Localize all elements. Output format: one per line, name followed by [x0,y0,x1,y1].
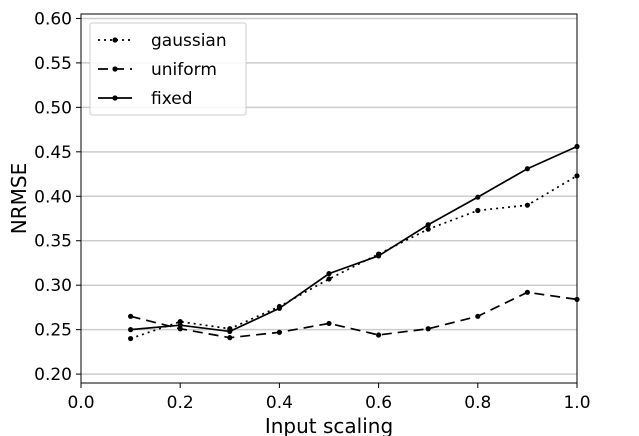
legend: gaussian uniform fixed [89,22,247,116]
legend-marker-fixed [112,95,118,101]
series-line-fixed [130,145,578,333]
data-point-uniform [376,332,382,338]
legend-marker-uniform [112,66,118,72]
data-point-fixed [475,194,481,200]
data-point-uniform [276,329,282,335]
data-point-uniform [524,289,531,295]
x-tick-label: 0.6 [365,393,392,413]
y-tick-label: 0.40 [34,187,72,207]
y-axis-title: NRMSE [7,163,31,234]
data-point-uniform [128,313,134,319]
y-tick-label: 0.60 [34,9,72,29]
data-point-uniform [177,326,183,332]
legend-marker-gaussian [112,37,118,43]
data-point-fixed [425,222,431,228]
data-point-gaussian [177,319,183,325]
series-line-uniform [130,291,578,339]
data-point-gaussian [425,226,431,232]
plot-frame [80,13,578,384]
data-point-uniform [326,320,332,327]
x-tick-label: 0.4 [266,393,293,413]
data-point-fixed [326,271,332,277]
y-tick-label: 0.55 [34,54,72,74]
data-point-uniform [227,335,233,341]
data-point-fixed [524,166,531,172]
axis-ticks: 0.20 0.25 0.30 0.35 0.40 0.45 0.50 0.55 0.60 0.0 0… [34,9,590,413]
x-axis-title: Input scaling [265,414,393,436]
data-point-fixed [227,328,233,335]
data-point-gaussian [524,202,531,208]
y-tick-label: 0.20 [34,365,72,385]
y-tick-label: 0.50 [34,98,72,118]
data-point-uniform [425,326,431,332]
data-point-fixed [276,305,282,311]
x-tick-label: 0.8 [464,393,491,413]
x-tick-label: 0.0 [67,393,94,413]
legend-label-gaussian: gaussian [151,31,227,51]
legend-box [89,22,247,116]
data-point-gaussian [128,335,134,342]
y-tick-label: 0.30 [34,276,72,296]
y-tick-label: 0.35 [34,232,72,252]
x-tick-label: 0.2 [167,393,194,413]
data-point-gaussian [475,207,481,214]
data-point-fixed [128,327,134,333]
data-point-fixed [376,253,382,259]
series-line-gaussian [130,175,578,340]
x-tick-label: 1.0 [563,393,590,413]
data-point-uniform [475,313,481,319]
series-layer [128,143,580,342]
y-tick-label: 0.25 [34,321,72,341]
legend-label-fixed: fixed [151,89,193,109]
data-point-gaussian [326,276,332,282]
data-point-fixed [177,322,183,328]
y-tick-label: 0.45 [34,143,72,163]
legend-label-uniform: uniform [151,60,217,80]
